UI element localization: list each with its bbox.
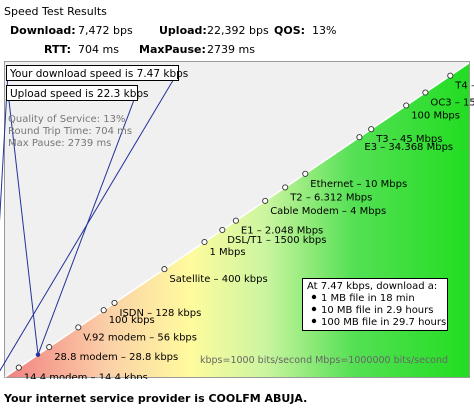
speed-marker-label: T2 – 6.312 Mbps	[289, 192, 372, 203]
upload-point	[35, 352, 41, 357]
speed-marker-label: Satellite – 400 kbps	[169, 274, 267, 285]
speed-marker-label: 28.8 modem – 28.8 kbps	[54, 352, 178, 363]
speed-marker-label: DSL/T1 – 1500 kbps	[227, 235, 326, 246]
speed-marker-label: E1 – 2.048 Mbps	[241, 226, 323, 237]
speed-marker-point	[161, 266, 168, 273]
speed-marker-label: 14.4 modem – 14.4 kbps	[24, 373, 148, 379]
speed-marker-point	[111, 299, 118, 306]
speed-marker-label: 100 kbps	[109, 315, 155, 326]
download-value: 7,472 bps	[78, 24, 133, 37]
speed-marker-label: V.92 modem – 56 kbps	[83, 332, 197, 343]
speed-marker-label: Ethernet – 10 Mbps	[310, 179, 407, 190]
speed-marker-point	[356, 134, 363, 141]
speed-marker-label: T4 – 274 M	[454, 81, 474, 92]
rtt-label: RTT:	[44, 43, 72, 56]
speed-marker-label: 100 Mbps	[411, 111, 460, 122]
speed-marker-point	[368, 126, 375, 133]
stat-maxpause: Max Pause: 2739 ms	[8, 138, 111, 149]
upload-speed-text: Upload speed is 22.3 kbps	[10, 88, 149, 100]
bullet-icon	[311, 294, 317, 300]
download-time-box	[302, 278, 448, 331]
speed-marker-point	[422, 89, 429, 96]
speed-marker-label: Cable Modem – 4 Mbps	[270, 206, 386, 217]
speed-marker-point	[403, 102, 410, 109]
download-time-title: At 7.47 kbps, download a:	[307, 281, 437, 292]
upload-label: Upload:	[159, 24, 207, 37]
upload-speed-box	[6, 85, 138, 101]
download-time-item: 1 MB file in 18 min	[321, 293, 415, 304]
speed-marker-label: ISDN – 128 kbps	[120, 308, 202, 319]
speed-marker-label: T3 – 45 Mbps	[375, 134, 442, 145]
bullet-icon	[311, 318, 317, 324]
download-label: Download:	[10, 24, 76, 37]
qos-label: QOS:	[274, 24, 306, 37]
speed-marker-point	[447, 72, 454, 79]
download-speed-text: Your download speed is 7.47 kbps	[9, 68, 188, 80]
download-time-item: 10 MB file in 2.9 hours	[321, 305, 433, 316]
speed-marker-point	[46, 344, 53, 351]
speed-marker-point	[201, 238, 208, 246]
speed-marker-point	[15, 364, 22, 371]
stat-qos: Quality of Service: 13%	[8, 114, 125, 125]
speed-marker-point	[219, 226, 226, 234]
isp-provider-text: Your internet service provider is COOLFM…	[4, 392, 308, 405]
units-note: kbps=1000 bits/second Mbps=1000000 bits/…	[200, 355, 448, 366]
speed-chart: 14.4 modem – 14.4 kbps 28.8 modem – 28.8 …	[0, 61, 474, 379]
speed-marker-point	[232, 217, 239, 224]
speed-chart-panel: 14.4 modem – 14.4 kbps 28.8 modem – 28.8 …	[0, 61, 474, 379]
page-title: Speed Test Results	[4, 5, 107, 18]
maxpause-value: 2739 ms	[207, 43, 255, 56]
speed-marker-point	[100, 307, 107, 314]
upload-pointer-line-left	[7, 91, 39, 355]
bullet-icon	[311, 306, 317, 312]
speed-marker-point	[75, 324, 82, 331]
maxpause-label: MaxPause:	[139, 43, 206, 56]
download-time-item: 100 MB file in 29.7 hours	[321, 317, 446, 328]
download-speed-box	[6, 65, 179, 81]
speed-marker-label: 1 Mbps	[210, 247, 246, 258]
speed-marker-point	[302, 170, 309, 177]
speed-markers: 14.4 modem – 14.4 kbps 28.8 modem – 28.8 …	[15, 72, 474, 379]
speed-marker-point	[282, 184, 289, 191]
qos-value: 13%	[312, 24, 337, 37]
download-pointer-line-left	[0, 71, 9, 222]
download-pointer-line	[0, 71, 179, 372]
upload-pointer-line	[37, 91, 138, 355]
upload-value: 22,392 bps	[207, 24, 269, 37]
speed-marker-label: OC3 – 155 Mbps	[430, 98, 474, 109]
stat-rtt: Round Trip Time: 704 ms	[8, 126, 132, 137]
speed-marker-label: E3 – 34.368 Mbps	[364, 142, 453, 153]
speed-marker-point	[262, 197, 269, 204]
rtt-value: 704 ms	[78, 43, 119, 56]
